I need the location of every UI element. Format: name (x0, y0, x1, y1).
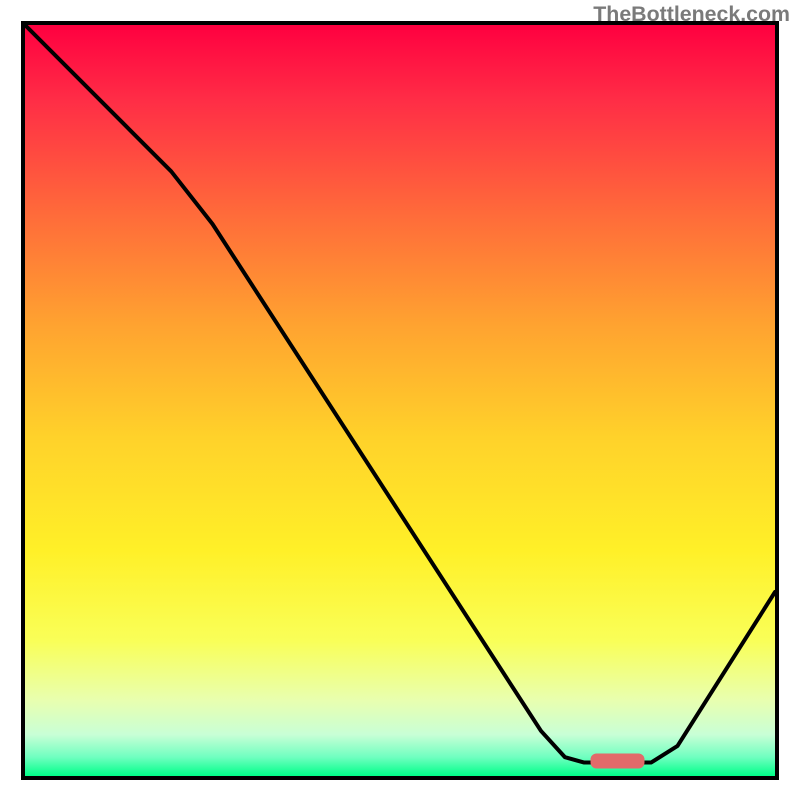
chart-svg (0, 0, 800, 800)
watermark-text: TheBottleneck.com (593, 2, 790, 27)
chart-frame: TheBottleneck.com (0, 0, 800, 800)
optimal-marker (591, 753, 645, 768)
